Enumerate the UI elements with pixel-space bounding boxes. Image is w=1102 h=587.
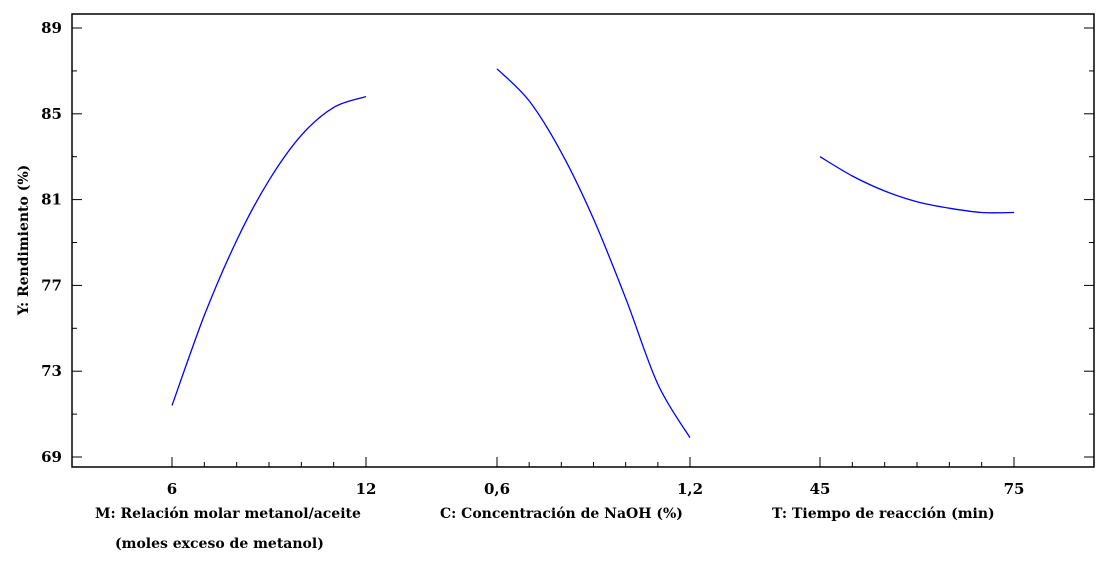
y-tick-label: 89 bbox=[41, 19, 62, 37]
x-tick-label: 6 bbox=[167, 480, 177, 498]
xlabel-m-line2: (moles exceso de metanol) bbox=[115, 536, 324, 552]
y-tick-label: 81 bbox=[41, 191, 62, 209]
x-tick-label: 0,6 bbox=[484, 480, 510, 498]
x-tick-label: 75 bbox=[1004, 480, 1025, 498]
y-tick-label: 85 bbox=[41, 105, 62, 123]
x-axis-ticks: 6 12 0,6 1,2 45 75 bbox=[167, 457, 1025, 498]
y-tick-label: 73 bbox=[41, 362, 62, 380]
effect-curves bbox=[171, 68, 1015, 439]
y-tick-label: 77 bbox=[41, 276, 62, 294]
xlabel-t: T: Tiempo de reacción (min) bbox=[772, 506, 995, 522]
right-axis-ticks bbox=[1084, 27, 1094, 458]
x-tick-label: 1,2 bbox=[677, 480, 703, 498]
xlabel-c: C: Concentración de NaOH (%) bbox=[440, 506, 683, 522]
y-tick-label: 69 bbox=[41, 448, 62, 466]
curve-t bbox=[819, 156, 1015, 214]
x-tick-label: 45 bbox=[810, 480, 831, 498]
curve-c bbox=[496, 68, 691, 439]
curve-m bbox=[171, 95, 367, 406]
y-axis: 69 73 77 81 85 89 bbox=[41, 19, 82, 466]
x-tick-label: 12 bbox=[356, 480, 377, 498]
plot-frame bbox=[71, 13, 1095, 468]
y-axis-label: Y: Rendimiento (%) bbox=[16, 165, 32, 317]
x-axis-labels: M: Relación molar metanol/aceite (moles … bbox=[95, 506, 995, 552]
xlabel-m: M: Relación molar metanol/aceite bbox=[95, 506, 361, 522]
